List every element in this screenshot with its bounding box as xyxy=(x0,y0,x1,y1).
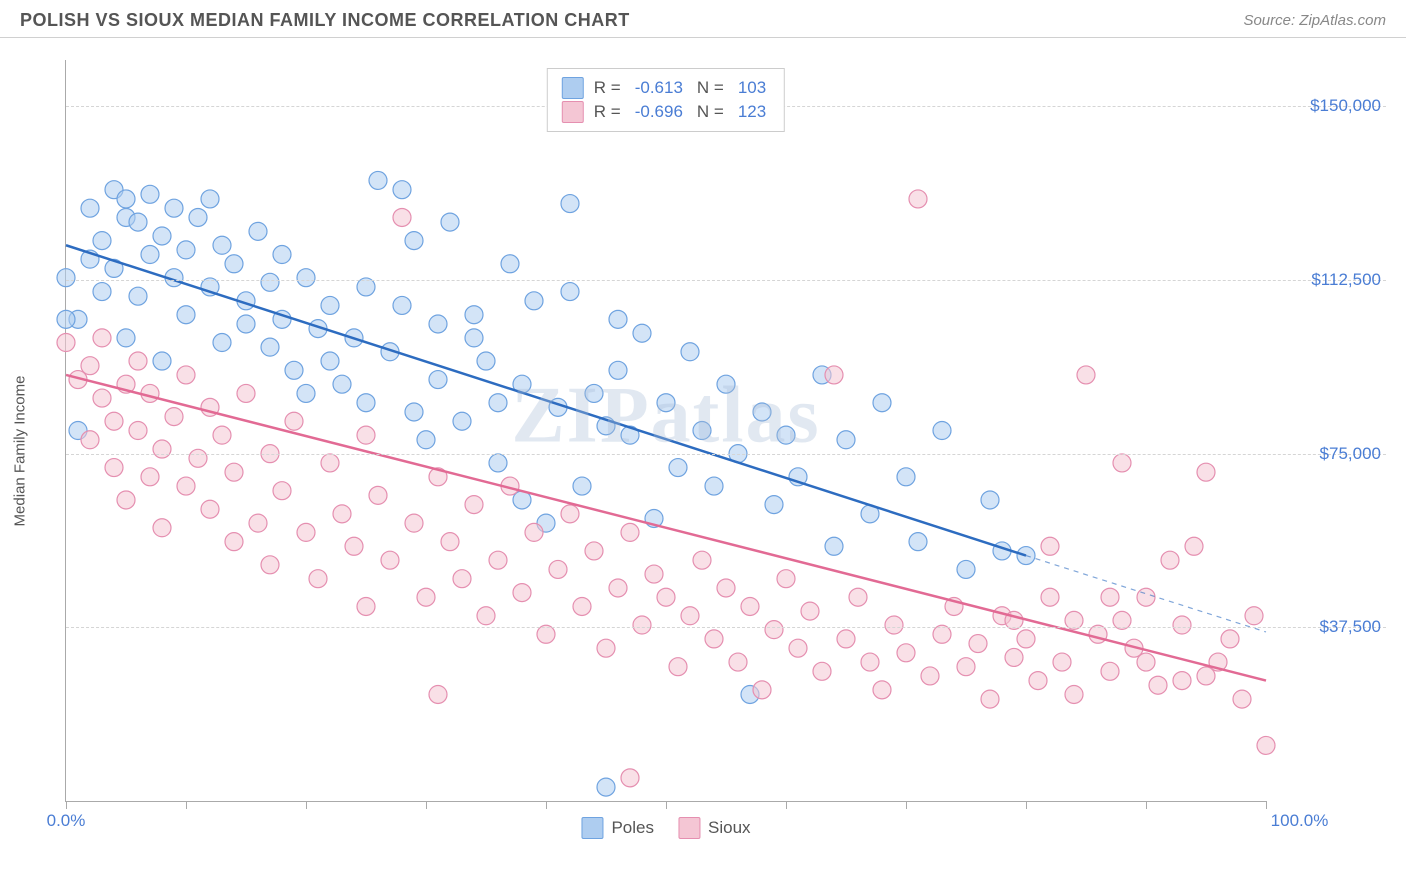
y-tick-label: $150,000 xyxy=(1310,96,1381,116)
plot-area: ZIPatlas R = -0.613 N = 103 R = -0.696 N… xyxy=(65,60,1266,802)
r-label: R = xyxy=(594,78,621,98)
legend-item-sioux: Sioux xyxy=(678,817,751,839)
stats-row: R = -0.613 N = 103 xyxy=(562,77,770,99)
legend-label: Sioux xyxy=(708,818,751,838)
r-value: -0.696 xyxy=(635,102,683,122)
y-axis-label: Median Family Income xyxy=(12,376,29,527)
correlation-stats-box: R = -0.613 N = 103 R = -0.696 N = 123 xyxy=(547,68,785,132)
y-tick-label: $75,000 xyxy=(1320,444,1381,464)
n-label: N = xyxy=(697,102,724,122)
n-value: 123 xyxy=(738,102,766,122)
chart-header: POLISH VS SIOUX MEDIAN FAMILY INCOME COR… xyxy=(0,0,1406,38)
x-tick-label: 0.0% xyxy=(47,811,86,831)
chart-source: Source: ZipAtlas.com xyxy=(1243,12,1386,29)
y-tick-label: $112,500 xyxy=(1311,270,1381,290)
n-value: 103 xyxy=(738,78,766,98)
chart-container: Median Family Income ZIPatlas R = -0.613… xyxy=(50,50,1386,852)
r-value: -0.613 xyxy=(635,78,683,98)
sioux-swatch-icon xyxy=(562,101,584,123)
x-tick-label: 100.0% xyxy=(1271,811,1329,831)
r-label: R = xyxy=(594,102,621,122)
bottom-legend: Poles Sioux xyxy=(581,817,750,839)
n-label: N = xyxy=(697,78,724,98)
poles-swatch-icon xyxy=(562,77,584,99)
stats-row: R = -0.696 N = 123 xyxy=(562,101,770,123)
chart-title: POLISH VS SIOUX MEDIAN FAMILY INCOME COR… xyxy=(20,10,630,31)
y-tick-label: $37,500 xyxy=(1320,617,1381,637)
legend-label: Poles xyxy=(611,818,654,838)
poles-swatch-icon xyxy=(581,817,603,839)
sioux-swatch-icon xyxy=(678,817,700,839)
scatter-plot xyxy=(66,60,1266,801)
legend-item-poles: Poles xyxy=(581,817,654,839)
